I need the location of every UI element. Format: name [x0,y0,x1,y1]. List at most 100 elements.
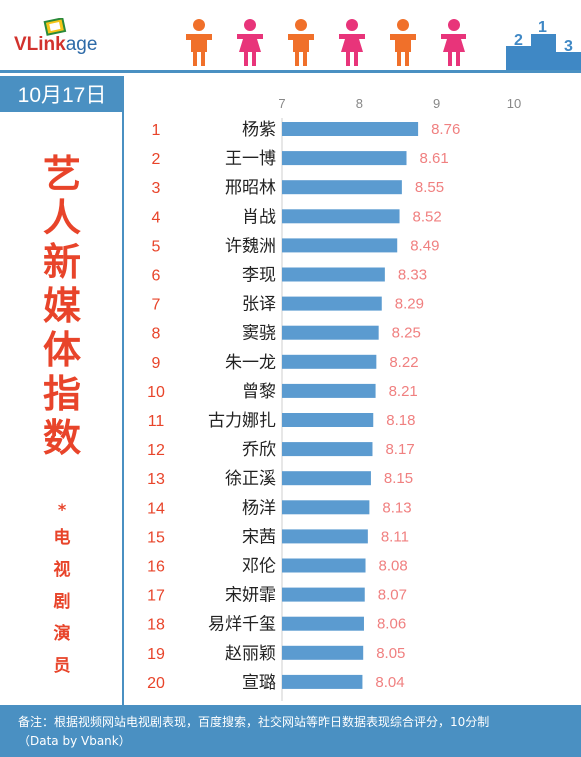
x-tick-label: 7 [278,96,285,111]
x-tick-label: 9 [433,96,440,111]
bar [282,325,379,340]
value-label: 8.22 [389,354,418,371]
bar [282,529,368,544]
rank-label: 14 [147,500,165,517]
category-label: 窦骁 [242,324,276,344]
bar [282,413,374,427]
category-label: 易烊千玺 [208,615,276,635]
category-label: 杨紫 [242,120,276,140]
rank-label: 8 [152,326,161,343]
title-char: 艺 [42,152,81,196]
left-panel: 艺人新媒体指数 * 电视剧演员 [0,112,124,705]
vertical-title: 艺人新媒体指数 [0,152,124,460]
category-label: 许魏洲 [225,236,276,256]
vertical-subtitle: 电视剧演员 [0,522,124,682]
value-label: 8.21 [389,383,418,400]
value-label: 8.76 [431,121,460,138]
logo: VLinkage [14,34,97,56]
male-person-icon [186,19,212,66]
value-label: 8.13 [382,499,411,516]
bar [282,442,373,457]
subtitle-char: 电 [53,528,71,548]
female-person-icon [339,19,365,66]
male-person-icon [390,19,416,66]
category-label: 王一博 [225,149,276,169]
footer-line-1: 备注：根据视频网站电视剧表现，百度搜索，社交网站等昨日数据表现综合评分，10分制 [18,715,490,729]
male-person-icon [288,19,314,66]
x-tick-label: 8 [356,96,363,111]
category-label: 赵丽颖 [225,644,276,664]
header-divider [0,70,581,73]
logo-bold: VLink [14,34,66,55]
subtitle-char: 视 [53,560,71,580]
rank-label: 17 [147,588,165,605]
value-label: 8.17 [385,441,414,458]
rank-label: 15 [147,529,165,546]
female-person-icon [237,19,263,66]
rank-label: 13 [147,471,165,488]
value-label: 8.49 [410,237,439,254]
footer-line-2: （Data by Vbank） [18,734,131,748]
value-label: 8.11 [381,528,409,545]
title-char: 指 [42,372,81,416]
female-person-icon [441,19,466,66]
bar [282,558,366,573]
value-label: 8.33 [398,267,427,284]
rank-label: 12 [147,442,165,459]
category-label: 邓伦 [242,557,276,577]
rank-label: 5 [152,238,161,255]
category-label: 肖战 [242,207,276,227]
value-label: 8.25 [392,325,421,342]
value-label: 8.05 [376,645,405,662]
bar [282,354,377,369]
footer-note: 备注：根据视频网站电视剧表现，百度搜索，社交网站等昨日数据表现综合评分，10分制… [0,705,581,757]
bar [282,645,364,660]
logo-mark-icon [43,18,67,36]
rank-label: 16 [147,559,165,576]
value-label: 8.52 [413,208,442,225]
category-label: 朱一龙 [225,353,276,373]
value-label: 8.15 [384,470,413,487]
bar [282,383,376,398]
bar [282,180,402,195]
category-label: 乔欣 [242,440,276,460]
category-label: 宋妍霏 [225,586,276,606]
rank-label: 1 [152,122,161,139]
value-label: 8.55 [415,179,444,196]
value-label: 8.08 [379,558,408,575]
value-label: 8.04 [375,674,404,691]
category-label: 古力娜扎 [208,411,276,431]
category-label: 杨洋 [242,498,276,518]
rank-label: 3 [152,180,161,197]
people-icons [186,19,466,66]
subtitle-char: 剧 [53,592,71,612]
title-char: 体 [42,328,81,372]
title-separator: * [57,500,67,519]
category-label: 李现 [242,266,276,286]
rank-label: 4 [152,209,161,226]
date-label: 10月17日 [0,76,124,112]
bar [282,674,363,689]
bar [282,209,400,224]
value-label: 8.06 [377,616,406,633]
bar [282,296,382,311]
category-label: 徐正溪 [225,469,276,489]
subtitle-char: 员 [53,656,71,676]
bar [282,471,371,486]
logo-rest: age [65,34,98,55]
podium-label: 2 [514,32,523,49]
rank-label: 10 [147,384,165,401]
rank-label: 18 [147,617,165,634]
bar [282,500,370,515]
podium-icon: 213 [506,19,581,72]
rank-label: 2 [152,151,161,168]
title-char: 新 [42,240,81,284]
title-char: 人 [42,196,81,240]
subtitle-char: 演 [53,624,71,644]
x-tick-label: 10 [507,96,521,111]
podium-label: 3 [564,38,573,55]
bar [282,616,364,631]
ranking-bar-chart: 7 8 9 10 1 杨紫 8.76 2 王一博 8.61 3 邢昭林 8.55 4 肖战 8.52 5 许魏洲 8… [147,96,521,701]
bar [282,238,398,253]
rank-label: 11 [148,413,165,430]
